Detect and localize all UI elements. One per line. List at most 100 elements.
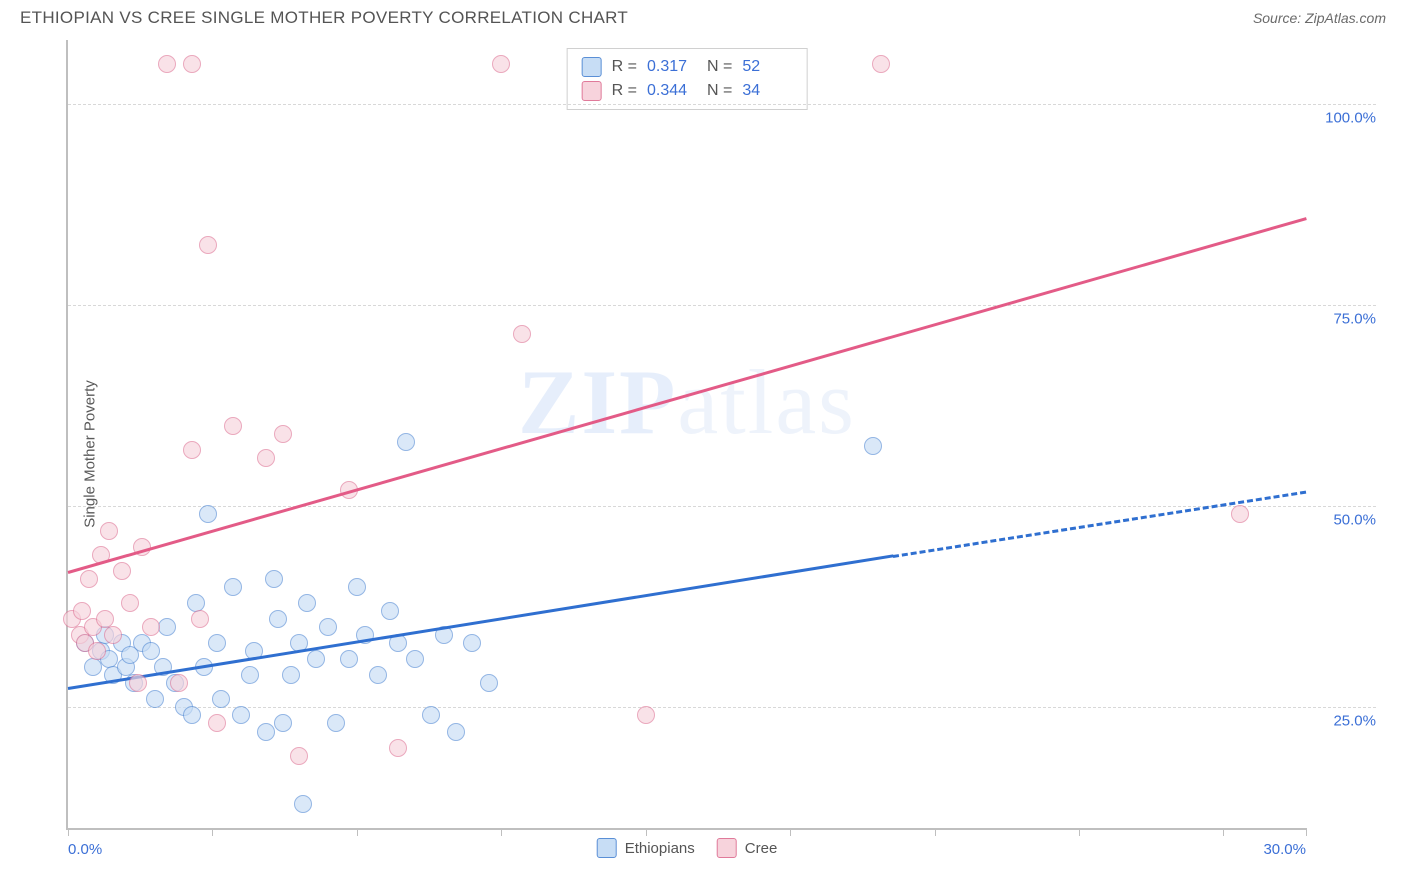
scatter-point (212, 690, 230, 708)
stats-row: R = 0.344 N = 34 (582, 79, 793, 103)
scatter-point (208, 634, 226, 652)
scatter-point (274, 425, 292, 443)
gridline-h (68, 104, 1376, 105)
scatter-point (422, 706, 440, 724)
scatter-point (406, 650, 424, 668)
scatter-point (319, 618, 337, 636)
scatter-point (73, 602, 91, 620)
n-value: 34 (742, 82, 792, 100)
n-value: 52 (742, 58, 792, 76)
scatter-point (142, 642, 160, 660)
watermark-light: atlas (677, 351, 856, 453)
x-tick (68, 828, 69, 836)
x-tick (790, 828, 791, 836)
scatter-point (187, 594, 205, 612)
scatter-point (294, 795, 312, 813)
scatter-point (447, 723, 465, 741)
scatter-point (224, 578, 242, 596)
scatter-point (183, 55, 201, 73)
scatter-point (142, 618, 160, 636)
scatter-point (463, 634, 481, 652)
x-tick (646, 828, 647, 836)
scatter-point (513, 325, 531, 343)
legend-item: Cree (717, 838, 778, 858)
r-label: R = (612, 58, 637, 76)
x-tick-label: 30.0% (1263, 841, 1306, 858)
scatter-point (113, 562, 131, 580)
scatter-point (480, 674, 498, 692)
scatter-point (129, 674, 147, 692)
stats-row: R = 0.317 N = 52 (582, 55, 793, 79)
scatter-point (191, 610, 209, 628)
scatter-point (298, 594, 316, 612)
scatter-point (282, 666, 300, 684)
scatter-point (84, 658, 102, 676)
legend-label: Ethiopians (625, 840, 695, 857)
scatter-point (637, 706, 655, 724)
scatter-point (397, 433, 415, 451)
scatter-point (290, 747, 308, 765)
scatter-point (88, 642, 106, 660)
scatter-point (170, 674, 188, 692)
scatter-point (348, 578, 366, 596)
scatter-point (340, 650, 358, 668)
scatter-point (158, 55, 176, 73)
chart-header: ETHIOPIAN VS CREE SINGLE MOTHER POVERTY … (0, 0, 1406, 34)
x-tick (212, 828, 213, 836)
gridline-h (68, 305, 1376, 306)
scatter-point (199, 236, 217, 254)
gridline-h (68, 707, 1376, 708)
plot-region: ZIPatlas R =0.317N =52R =0.344N =34 Ethi… (66, 40, 1306, 830)
source-value: ZipAtlas.com (1305, 10, 1386, 26)
scatter-point (269, 610, 287, 628)
chart-source: Source: ZipAtlas.com (1253, 10, 1386, 26)
scatter-point (232, 706, 250, 724)
x-tick-label: 0.0% (68, 841, 102, 858)
scatter-point (199, 505, 217, 523)
legend-swatch (582, 81, 602, 101)
legend-item: Ethiopians (597, 838, 695, 858)
n-label: N = (707, 58, 732, 76)
scatter-point (1231, 505, 1249, 523)
scatter-point (241, 666, 259, 684)
scatter-point (492, 55, 510, 73)
scatter-point (369, 666, 387, 684)
y-tick-label: 100.0% (1325, 110, 1376, 127)
bottom-legend: Ethiopians Cree (597, 838, 778, 858)
chart-area: Single Mother Poverty ZIPatlas R =0.317N… (20, 34, 1386, 874)
n-label: N = (707, 82, 732, 100)
scatter-point (183, 441, 201, 459)
scatter-point (146, 690, 164, 708)
scatter-point (274, 714, 292, 732)
scatter-point (100, 522, 118, 540)
chart-title: ETHIOPIAN VS CREE SINGLE MOTHER POVERTY … (20, 8, 628, 28)
watermark: ZIPatlas (518, 349, 856, 455)
scatter-point (183, 706, 201, 724)
r-value: 0.317 (647, 58, 697, 76)
gridline-h (68, 506, 1376, 507)
x-tick (1079, 828, 1080, 836)
scatter-point (257, 449, 275, 467)
x-tick (501, 828, 502, 836)
legend-swatch (597, 838, 617, 858)
source-label: Source: (1253, 10, 1301, 26)
x-tick (1223, 828, 1224, 836)
legend-swatch (582, 57, 602, 77)
r-label: R = (612, 82, 637, 100)
scatter-point (224, 417, 242, 435)
scatter-point (208, 714, 226, 732)
scatter-point (121, 594, 139, 612)
r-value: 0.344 (647, 82, 697, 100)
x-tick (935, 828, 936, 836)
y-tick-label: 50.0% (1333, 512, 1376, 529)
scatter-point (158, 618, 176, 636)
scatter-point (80, 570, 98, 588)
scatter-point (872, 55, 890, 73)
y-tick-label: 25.0% (1333, 713, 1376, 730)
legend-label: Cree (745, 840, 778, 857)
x-tick (357, 828, 358, 836)
scatter-point (307, 650, 325, 668)
scatter-point (104, 626, 122, 644)
scatter-point (257, 723, 275, 741)
scatter-point (265, 570, 283, 588)
